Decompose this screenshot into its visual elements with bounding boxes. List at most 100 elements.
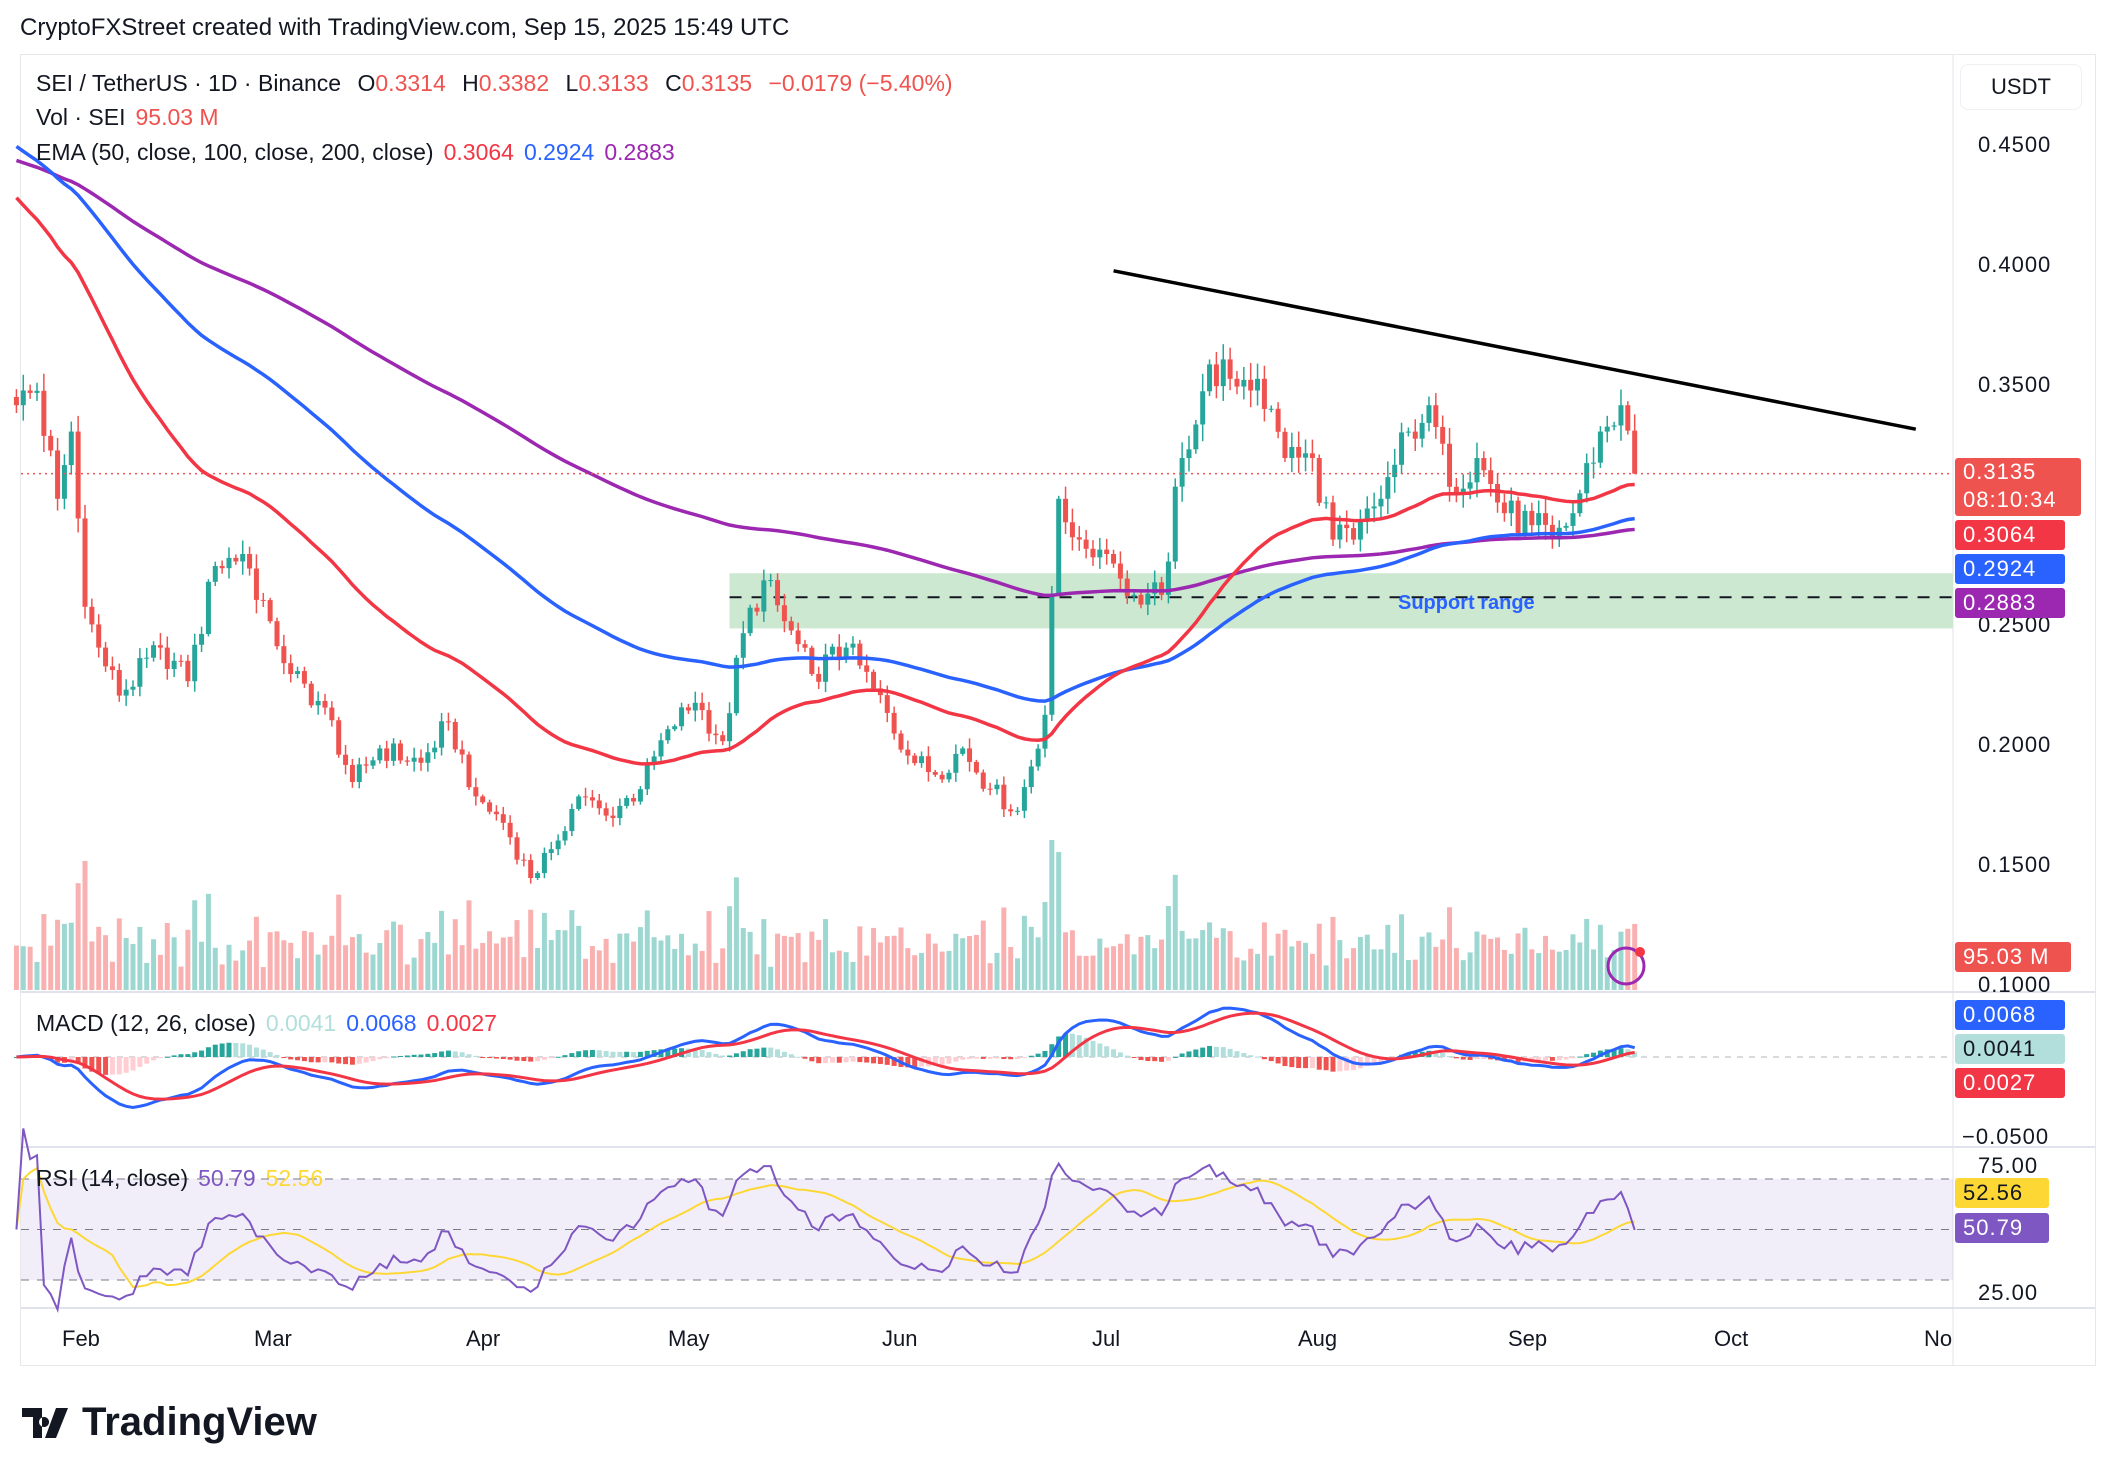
candle-body — [452, 722, 458, 750]
volume-bar — [466, 900, 472, 990]
macd-histogram-bar — [253, 1047, 259, 1057]
candle-body — [1165, 561, 1171, 595]
candle-body — [397, 743, 403, 761]
volume-bar — [555, 929, 561, 990]
macd-histogram-bar — [1371, 1057, 1377, 1065]
volume-bar — [1289, 946, 1295, 990]
volume-bar — [679, 933, 685, 990]
candle-body — [212, 566, 218, 582]
macd-histogram-bar — [151, 1057, 157, 1061]
volume-bar — [27, 946, 33, 990]
macd-histogram-bar — [322, 1057, 328, 1063]
candle-body — [898, 733, 904, 750]
volume-bar — [535, 947, 541, 990]
macd-histogram-bar — [391, 1056, 397, 1058]
volume-bar — [425, 932, 431, 990]
candle-body — [27, 390, 33, 393]
candle-body — [1234, 378, 1240, 387]
ema-label[interactable]: EMA (50, close, 100, close, 200, close) — [36, 139, 434, 165]
candle-body — [1145, 593, 1151, 605]
candle-body — [123, 689, 129, 696]
rsi-label[interactable]: RSI (14, close) — [36, 1165, 189, 1191]
volume-bar — [781, 935, 787, 990]
rsi-tag: 50.79 — [1955, 1213, 2049, 1243]
volume-bar — [1426, 932, 1432, 990]
time-tick: May — [668, 1326, 710, 1351]
ema200-line — [15, 158, 1635, 598]
macd-histogram-bar — [1508, 1057, 1514, 1062]
macd-histogram-bar — [1220, 1047, 1226, 1057]
volume-bar — [349, 937, 355, 990]
candle-body — [843, 647, 849, 659]
currency-button[interactable]: USDT — [1960, 64, 2082, 110]
volume-bar — [1282, 929, 1288, 990]
candle-body — [1152, 582, 1158, 594]
price-tick: 0.4000 — [1978, 252, 2052, 277]
macd-histogram-bar — [1200, 1047, 1206, 1057]
volume-bar — [541, 912, 547, 990]
candle-body — [1309, 453, 1315, 458]
macd-histogram-bar — [535, 1057, 541, 1062]
macd-histogram-bar — [1049, 1044, 1055, 1057]
volume-legend: Vol · SEI 95.03 M — [36, 104, 229, 131]
volume-bar — [939, 951, 945, 990]
volume-bar — [205, 893, 211, 990]
symbol-title[interactable]: SEI / TetherUS · 1D · Binance — [36, 70, 342, 96]
volume-bar — [692, 943, 698, 990]
macd-histogram-bar — [68, 1057, 74, 1062]
macd-histogram-bar — [1282, 1057, 1288, 1067]
volume-bar — [274, 931, 280, 990]
candle-body — [1179, 458, 1185, 487]
candle-body — [1172, 486, 1178, 562]
candle-body — [240, 554, 246, 562]
macd-histogram-bar — [953, 1057, 959, 1062]
support-range-label: Support range — [1398, 592, 1535, 614]
volume-bar — [761, 919, 767, 990]
macd-histogram-bar — [267, 1052, 273, 1057]
volume-bar — [1152, 948, 1158, 990]
macd-histogram-bar — [1563, 1057, 1569, 1060]
macd-histogram-bar — [1165, 1057, 1171, 1061]
macd-histogram-bar — [912, 1057, 918, 1068]
macd-histogram-bar — [301, 1057, 307, 1062]
candle-body — [521, 859, 527, 861]
credit-line: CryptoFXStreet created with TradingView.… — [20, 14, 790, 41]
candle-body — [151, 645, 157, 658]
volume-bar — [589, 946, 595, 990]
volume-bar — [356, 934, 362, 990]
candle-body — [55, 450, 61, 499]
candle-body — [1090, 548, 1096, 558]
volume-bar — [1419, 936, 1425, 990]
volume-bar — [912, 955, 918, 990]
candle-body — [617, 805, 623, 819]
candle-body — [89, 606, 95, 625]
volume-bar — [41, 914, 47, 990]
volume-bar — [1570, 934, 1576, 990]
macd-histogram-bar — [795, 1056, 801, 1058]
candle-body — [1515, 500, 1521, 533]
macd-hist-value: 0.0041 — [265, 1010, 337, 1036]
macd-histogram-bar — [164, 1056, 170, 1058]
volume-bar — [1344, 958, 1350, 990]
macd-histogram-bar — [466, 1054, 472, 1057]
volume-bar — [775, 933, 781, 990]
candle-body — [1028, 766, 1034, 788]
candle-body — [1227, 359, 1233, 379]
volume-bar — [404, 964, 410, 990]
candle-body — [576, 796, 582, 809]
volume-bar — [384, 930, 390, 990]
macd-histogram-bar — [212, 1044, 218, 1057]
volume-label[interactable]: Vol · SEI — [36, 104, 126, 130]
candle-body — [1625, 405, 1631, 431]
volume-bar — [967, 935, 973, 990]
candle-body — [68, 431, 74, 466]
volume-bar — [864, 955, 870, 990]
macd-label[interactable]: MACD (12, 26, close) — [36, 1010, 256, 1036]
candle-body — [699, 702, 705, 711]
macd-histogram-bar — [1330, 1057, 1336, 1072]
macd-histogram-bar — [939, 1057, 945, 1065]
macd-histogram-bar — [617, 1051, 623, 1057]
candle-body — [1076, 537, 1082, 540]
volume-bar — [1405, 960, 1411, 990]
